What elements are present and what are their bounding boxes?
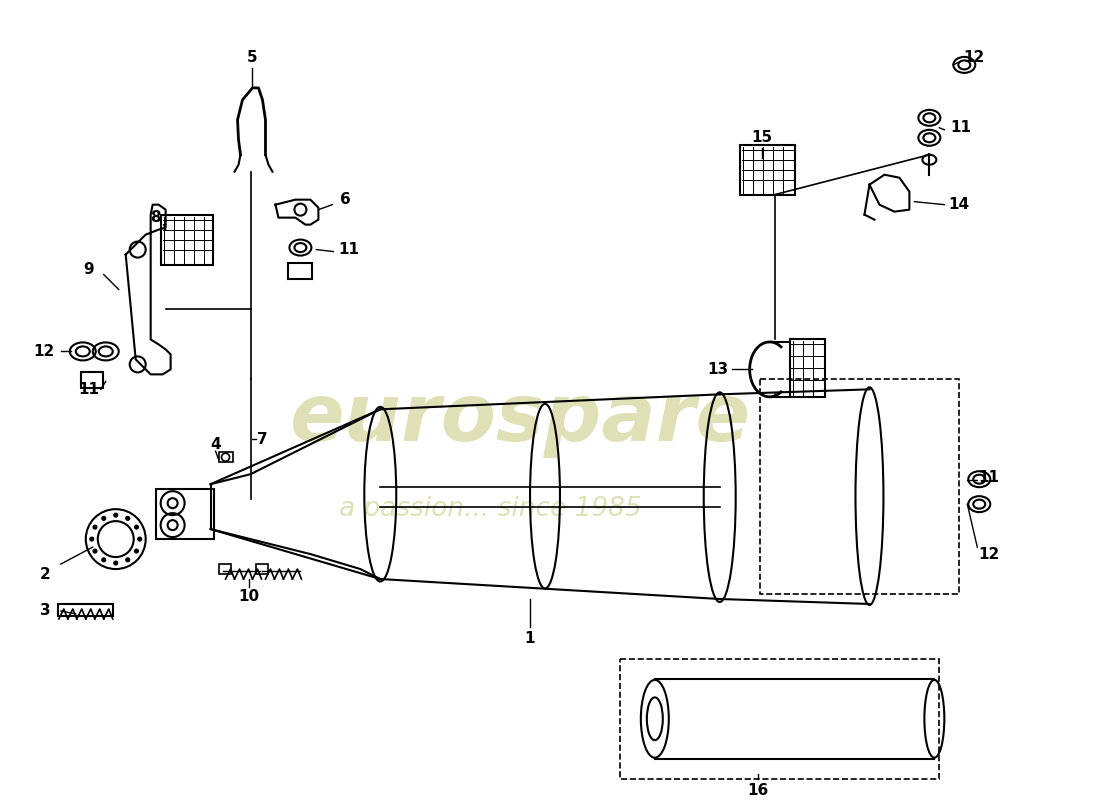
Bar (739, 145, 794, 194)
Bar (219, 452, 232, 462)
Text: 12: 12 (33, 344, 55, 359)
Text: 6: 6 (340, 192, 351, 207)
Text: 9: 9 (84, 262, 95, 277)
Bar (620, 659, 939, 778)
Circle shape (113, 561, 118, 565)
Text: 12: 12 (979, 546, 1000, 562)
Bar (790, 339, 825, 398)
Bar (288, 262, 312, 278)
Text: 4: 4 (210, 437, 221, 452)
Bar (219, 564, 231, 574)
Circle shape (125, 516, 130, 520)
Text: 11: 11 (979, 470, 1000, 485)
Circle shape (125, 558, 130, 562)
Text: 1: 1 (525, 631, 536, 646)
Circle shape (94, 525, 97, 529)
Text: 10: 10 (238, 590, 260, 605)
Bar (80, 372, 102, 388)
Circle shape (102, 558, 106, 562)
Circle shape (102, 516, 106, 520)
Circle shape (90, 537, 94, 541)
Text: 12: 12 (964, 50, 984, 66)
Bar (256, 564, 268, 574)
Text: 13: 13 (707, 362, 728, 377)
Text: 5: 5 (248, 50, 257, 66)
Circle shape (134, 525, 139, 529)
Circle shape (94, 549, 97, 553)
Text: a passion... since 1985: a passion... since 1985 (339, 496, 641, 522)
Text: 11: 11 (950, 120, 971, 135)
Text: 8: 8 (151, 210, 161, 225)
Bar (156, 489, 213, 539)
Bar (760, 379, 959, 594)
Bar (161, 214, 212, 265)
Circle shape (138, 537, 142, 541)
Circle shape (113, 513, 118, 517)
Text: 7: 7 (257, 432, 267, 446)
Text: 11: 11 (78, 382, 99, 397)
Bar (58, 604, 112, 616)
Text: eurospare: eurospare (289, 380, 750, 458)
Circle shape (134, 549, 139, 553)
Text: 3: 3 (40, 603, 51, 618)
Text: 16: 16 (747, 783, 768, 798)
Text: 11: 11 (338, 242, 359, 257)
Text: 2: 2 (40, 566, 51, 582)
Text: 15: 15 (751, 130, 772, 146)
Text: 14: 14 (949, 197, 970, 212)
